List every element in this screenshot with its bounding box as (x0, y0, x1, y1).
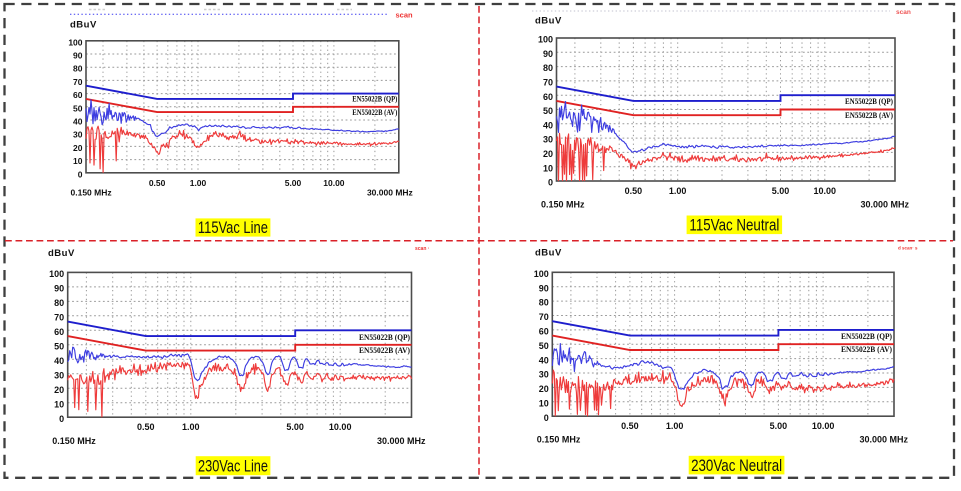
svg-text:90: 90 (539, 283, 549, 293)
svg-text:0: 0 (544, 413, 549, 423)
svg-text:dBuV: dBuV (48, 248, 75, 259)
svg-text:60: 60 (543, 92, 553, 102)
svg-text:60: 60 (54, 327, 64, 337)
svg-text:70: 70 (539, 312, 549, 322)
svg-text:scan: scan (896, 9, 911, 16)
svg-text:30.000 MHz: 30.000 MHz (860, 200, 909, 210)
svg-text:EN55022B (QP): EN55022B (QP) (841, 332, 892, 341)
svg-text:1.00: 1.00 (669, 186, 687, 196)
svg-text:d scan· s: d scan· s (898, 246, 918, 251)
svg-text:70: 70 (54, 313, 64, 323)
svg-text:EN55022B (AV): EN55022B (AV) (841, 345, 892, 354)
svg-text:80: 80 (73, 64, 83, 74)
svg-text:20: 20 (54, 385, 64, 395)
svg-text:100: 100 (534, 269, 549, 279)
svg-text:1.00: 1.00 (190, 178, 207, 188)
svg-text:20: 20 (539, 384, 549, 394)
svg-text:90: 90 (54, 284, 64, 294)
svg-text:10.00: 10.00 (329, 422, 352, 432)
svg-text:10: 10 (54, 399, 64, 409)
svg-text:0: 0 (59, 414, 64, 424)
svg-text:0.150 MHz: 0.150 MHz (541, 200, 585, 210)
svg-text:10: 10 (543, 163, 553, 173)
svg-text:100: 100 (538, 35, 553, 45)
svg-text:10: 10 (73, 156, 83, 166)
svg-text:EN55022B (AV): EN55022B (AV) (845, 111, 893, 120)
svg-text:0.150 MHz: 0.150 MHz (52, 436, 96, 446)
svg-text:0: 0 (78, 169, 83, 179)
svg-text:50: 50 (539, 341, 549, 351)
svg-text:80: 80 (543, 63, 553, 73)
svg-text:EN55022B (QP): EN55022B (QP) (359, 333, 410, 342)
svg-text:30: 30 (73, 130, 83, 140)
svg-text:0.150 MHz: 0.150 MHz (71, 188, 112, 198)
svg-text:70: 70 (73, 77, 83, 87)
svg-text:scan ·: scan · (415, 246, 430, 252)
svg-text:30: 30 (543, 135, 553, 145)
svg-text:EN55022B (AV): EN55022B (AV) (352, 108, 397, 117)
svg-text:40: 40 (54, 356, 64, 366)
svg-text:30.000 MHz: 30.000 MHz (859, 435, 908, 445)
svg-text:0.50: 0.50 (137, 422, 155, 432)
svg-text:90: 90 (543, 49, 553, 59)
svg-text:30: 30 (539, 370, 549, 380)
svg-text:30.000 MHz: 30.000 MHz (367, 188, 413, 198)
svg-text:0.50: 0.50 (625, 186, 643, 196)
svg-text:scan: scan (396, 11, 414, 20)
svg-text:50: 50 (73, 103, 83, 113)
svg-text:70: 70 (543, 78, 553, 88)
svg-text:90: 90 (73, 51, 83, 61)
svg-text:10.00: 10.00 (814, 186, 837, 196)
svg-text:10.00: 10.00 (812, 421, 835, 431)
svg-text:60: 60 (539, 327, 549, 337)
svg-text:10: 10 (539, 398, 549, 408)
svg-text:0: 0 (548, 178, 553, 188)
svg-text:100: 100 (68, 37, 82, 47)
svg-text:115Vac Neutral: 115Vac Neutral (689, 217, 779, 235)
svg-text:EN55022B (AV): EN55022B (AV) (359, 346, 410, 355)
svg-text:20: 20 (73, 143, 83, 153)
svg-text:20: 20 (543, 149, 553, 159)
svg-text:50: 50 (54, 341, 64, 351)
svg-text:5.00: 5.00 (285, 178, 302, 188)
svg-text:40: 40 (543, 120, 553, 130)
svg-text:dBuV: dBuV (70, 20, 97, 31)
svg-text:1.00: 1.00 (666, 421, 684, 431)
svg-text:115Vac Line: 115Vac Line (198, 219, 268, 237)
svg-text:30.000 MHz: 30.000 MHz (377, 436, 426, 446)
svg-text:60: 60 (73, 90, 83, 100)
svg-text:0.50: 0.50 (149, 178, 166, 188)
svg-text:10.00: 10.00 (323, 178, 345, 188)
svg-text:EN55022B (QP): EN55022B (QP) (352, 95, 397, 104)
svg-text:230Vac Line: 230Vac Line (198, 457, 268, 475)
svg-text:dBuV: dBuV (535, 16, 562, 27)
svg-text:EN55022B (QP): EN55022B (QP) (845, 97, 893, 106)
svg-text:40: 40 (73, 117, 83, 127)
svg-text:dBuV: dBuV (535, 248, 562, 259)
svg-text:30: 30 (54, 370, 64, 380)
svg-text:5.00: 5.00 (772, 186, 790, 196)
svg-text:0.50: 0.50 (621, 421, 639, 431)
svg-text:50: 50 (543, 106, 553, 116)
svg-text:5.00: 5.00 (770, 421, 788, 431)
svg-text:0.150 MHz: 0.150 MHz (537, 435, 581, 445)
svg-text:80: 80 (54, 298, 64, 308)
svg-text:40: 40 (539, 355, 549, 365)
svg-text:5.00: 5.00 (286, 422, 304, 432)
svg-text:80: 80 (539, 298, 549, 308)
svg-text:230Vac Neutral: 230Vac Neutral (691, 457, 782, 475)
svg-text:100: 100 (49, 269, 64, 279)
svg-text:1.00: 1.00 (182, 422, 200, 432)
